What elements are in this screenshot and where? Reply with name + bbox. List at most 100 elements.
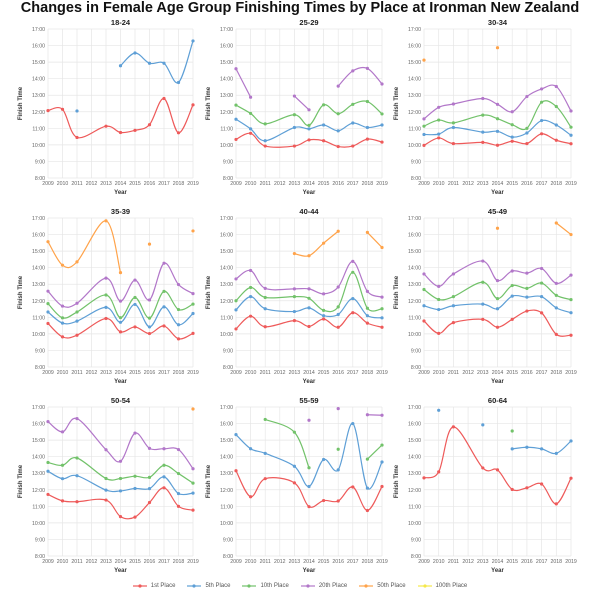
data-point <box>351 102 355 106</box>
x-tick-label: 2014 <box>492 559 504 565</box>
series-line-10th-place <box>423 281 572 301</box>
x-tick-label: 2019 <box>565 370 577 376</box>
x-tick-label: 2014 <box>492 370 504 376</box>
series-line-1st-place <box>47 487 194 520</box>
legend-label: 20th Place <box>318 583 348 589</box>
data-point <box>60 321 65 325</box>
y-tick-label: 15:00 <box>408 249 421 255</box>
data-point <box>249 314 253 318</box>
y-tick-label: 14:00 <box>32 455 45 461</box>
x-tick-label: 2013 <box>100 559 112 565</box>
legend-item[interactable]: 50th Place <box>359 583 406 589</box>
data-point <box>162 324 166 328</box>
legend: 1st Place 5th Place 10th Place 20th Place 50… <box>0 583 600 589</box>
data-point <box>540 482 544 486</box>
data-point <box>133 278 137 282</box>
series-line-1st-place <box>235 312 383 330</box>
x-tick-label: 2018 <box>551 559 563 565</box>
y-tick-label: 8:00 <box>35 365 45 371</box>
y-tick-label: 8:00 <box>411 365 421 371</box>
panel-title: 40-44 <box>299 207 319 216</box>
x-tick-label: 2019 <box>376 559 388 565</box>
panel-title: 25-29 <box>299 18 318 27</box>
legend-item[interactable]: 5th Place <box>187 583 230 589</box>
x-tick-label: 2017 <box>158 559 170 565</box>
x-tick-label: 2012 <box>86 559 98 565</box>
data-point <box>75 333 79 337</box>
series-line-10th-place <box>47 457 194 484</box>
data-point <box>234 117 238 121</box>
legend-swatch-icon <box>417 584 432 588</box>
data-point <box>249 268 253 273</box>
data-point <box>307 108 311 112</box>
series-line-50th-place <box>47 220 122 273</box>
series-line-20th-place <box>47 417 194 470</box>
legend-label: 100th Place <box>435 583 468 589</box>
legend-item[interactable]: 1st Place <box>132 583 175 589</box>
data-point <box>263 144 267 148</box>
data-point <box>249 295 253 299</box>
legend-item[interactable]: 20th Place <box>300 583 348 589</box>
x-tick-label: 2018 <box>362 559 374 565</box>
series-line-20th-place <box>47 262 194 308</box>
data-point <box>292 464 296 468</box>
x-tick-label: 2009 <box>418 559 430 565</box>
data-point <box>554 221 558 225</box>
series-line-1st-place <box>235 132 383 148</box>
data-point <box>525 295 529 299</box>
data-point <box>495 46 500 50</box>
y-tick-label: 9:00 <box>35 159 45 165</box>
x-tick-label: 2017 <box>158 181 170 187</box>
data-point <box>118 316 123 320</box>
data-point <box>451 125 455 130</box>
data-point <box>351 297 355 301</box>
x-tick-label: 2019 <box>376 181 388 187</box>
legend-swatch-icon <box>359 584 374 588</box>
data-point <box>554 332 558 336</box>
data-point <box>380 140 384 144</box>
data-point <box>191 39 195 43</box>
data-point <box>307 123 311 127</box>
legend-label: 10th Place <box>260 583 289 589</box>
series-line-5th-place <box>235 118 383 142</box>
data-point <box>60 430 65 434</box>
data-point <box>307 138 311 142</box>
data-point <box>176 337 181 341</box>
data-point <box>60 107 65 111</box>
y-tick-label: 17:00 <box>408 27 421 33</box>
x-axis-label: Year <box>491 190 504 196</box>
x-tick-label: 2010 <box>57 370 69 376</box>
x-tick-label: 2015 <box>129 559 141 565</box>
data-point <box>133 128 137 132</box>
data-point <box>292 125 296 130</box>
data-point <box>380 325 384 329</box>
x-tick-label: 2015 <box>318 370 330 376</box>
data-point <box>191 467 195 471</box>
data-point <box>510 429 514 433</box>
data-point <box>322 308 326 312</box>
data-point <box>322 103 326 107</box>
x-tick-label: 2010 <box>433 181 445 187</box>
y-tick-label: 10:00 <box>220 143 233 149</box>
data-point <box>104 316 108 321</box>
data-point <box>336 312 340 317</box>
legend-item[interactable]: 10th Place <box>242 583 289 589</box>
data-point <box>75 301 79 305</box>
data-point <box>451 141 455 146</box>
x-tick-label: 2016 <box>521 370 533 376</box>
data-point <box>540 100 544 104</box>
data-point <box>380 460 384 464</box>
x-tick-label: 2017 <box>347 370 359 376</box>
y-tick-label: 15:00 <box>32 60 45 66</box>
data-point <box>307 418 311 422</box>
data-point <box>191 311 195 316</box>
panel-title: 60-64 <box>488 396 508 405</box>
legend-item[interactable]: 100th Place <box>417 583 468 589</box>
y-tick-label: 17:00 <box>220 216 233 222</box>
y-tick-label: 16:00 <box>220 422 233 428</box>
data-point <box>176 282 181 287</box>
data-point <box>525 94 529 99</box>
data-point <box>495 226 500 230</box>
data-point <box>191 302 195 306</box>
data-point <box>540 266 544 271</box>
